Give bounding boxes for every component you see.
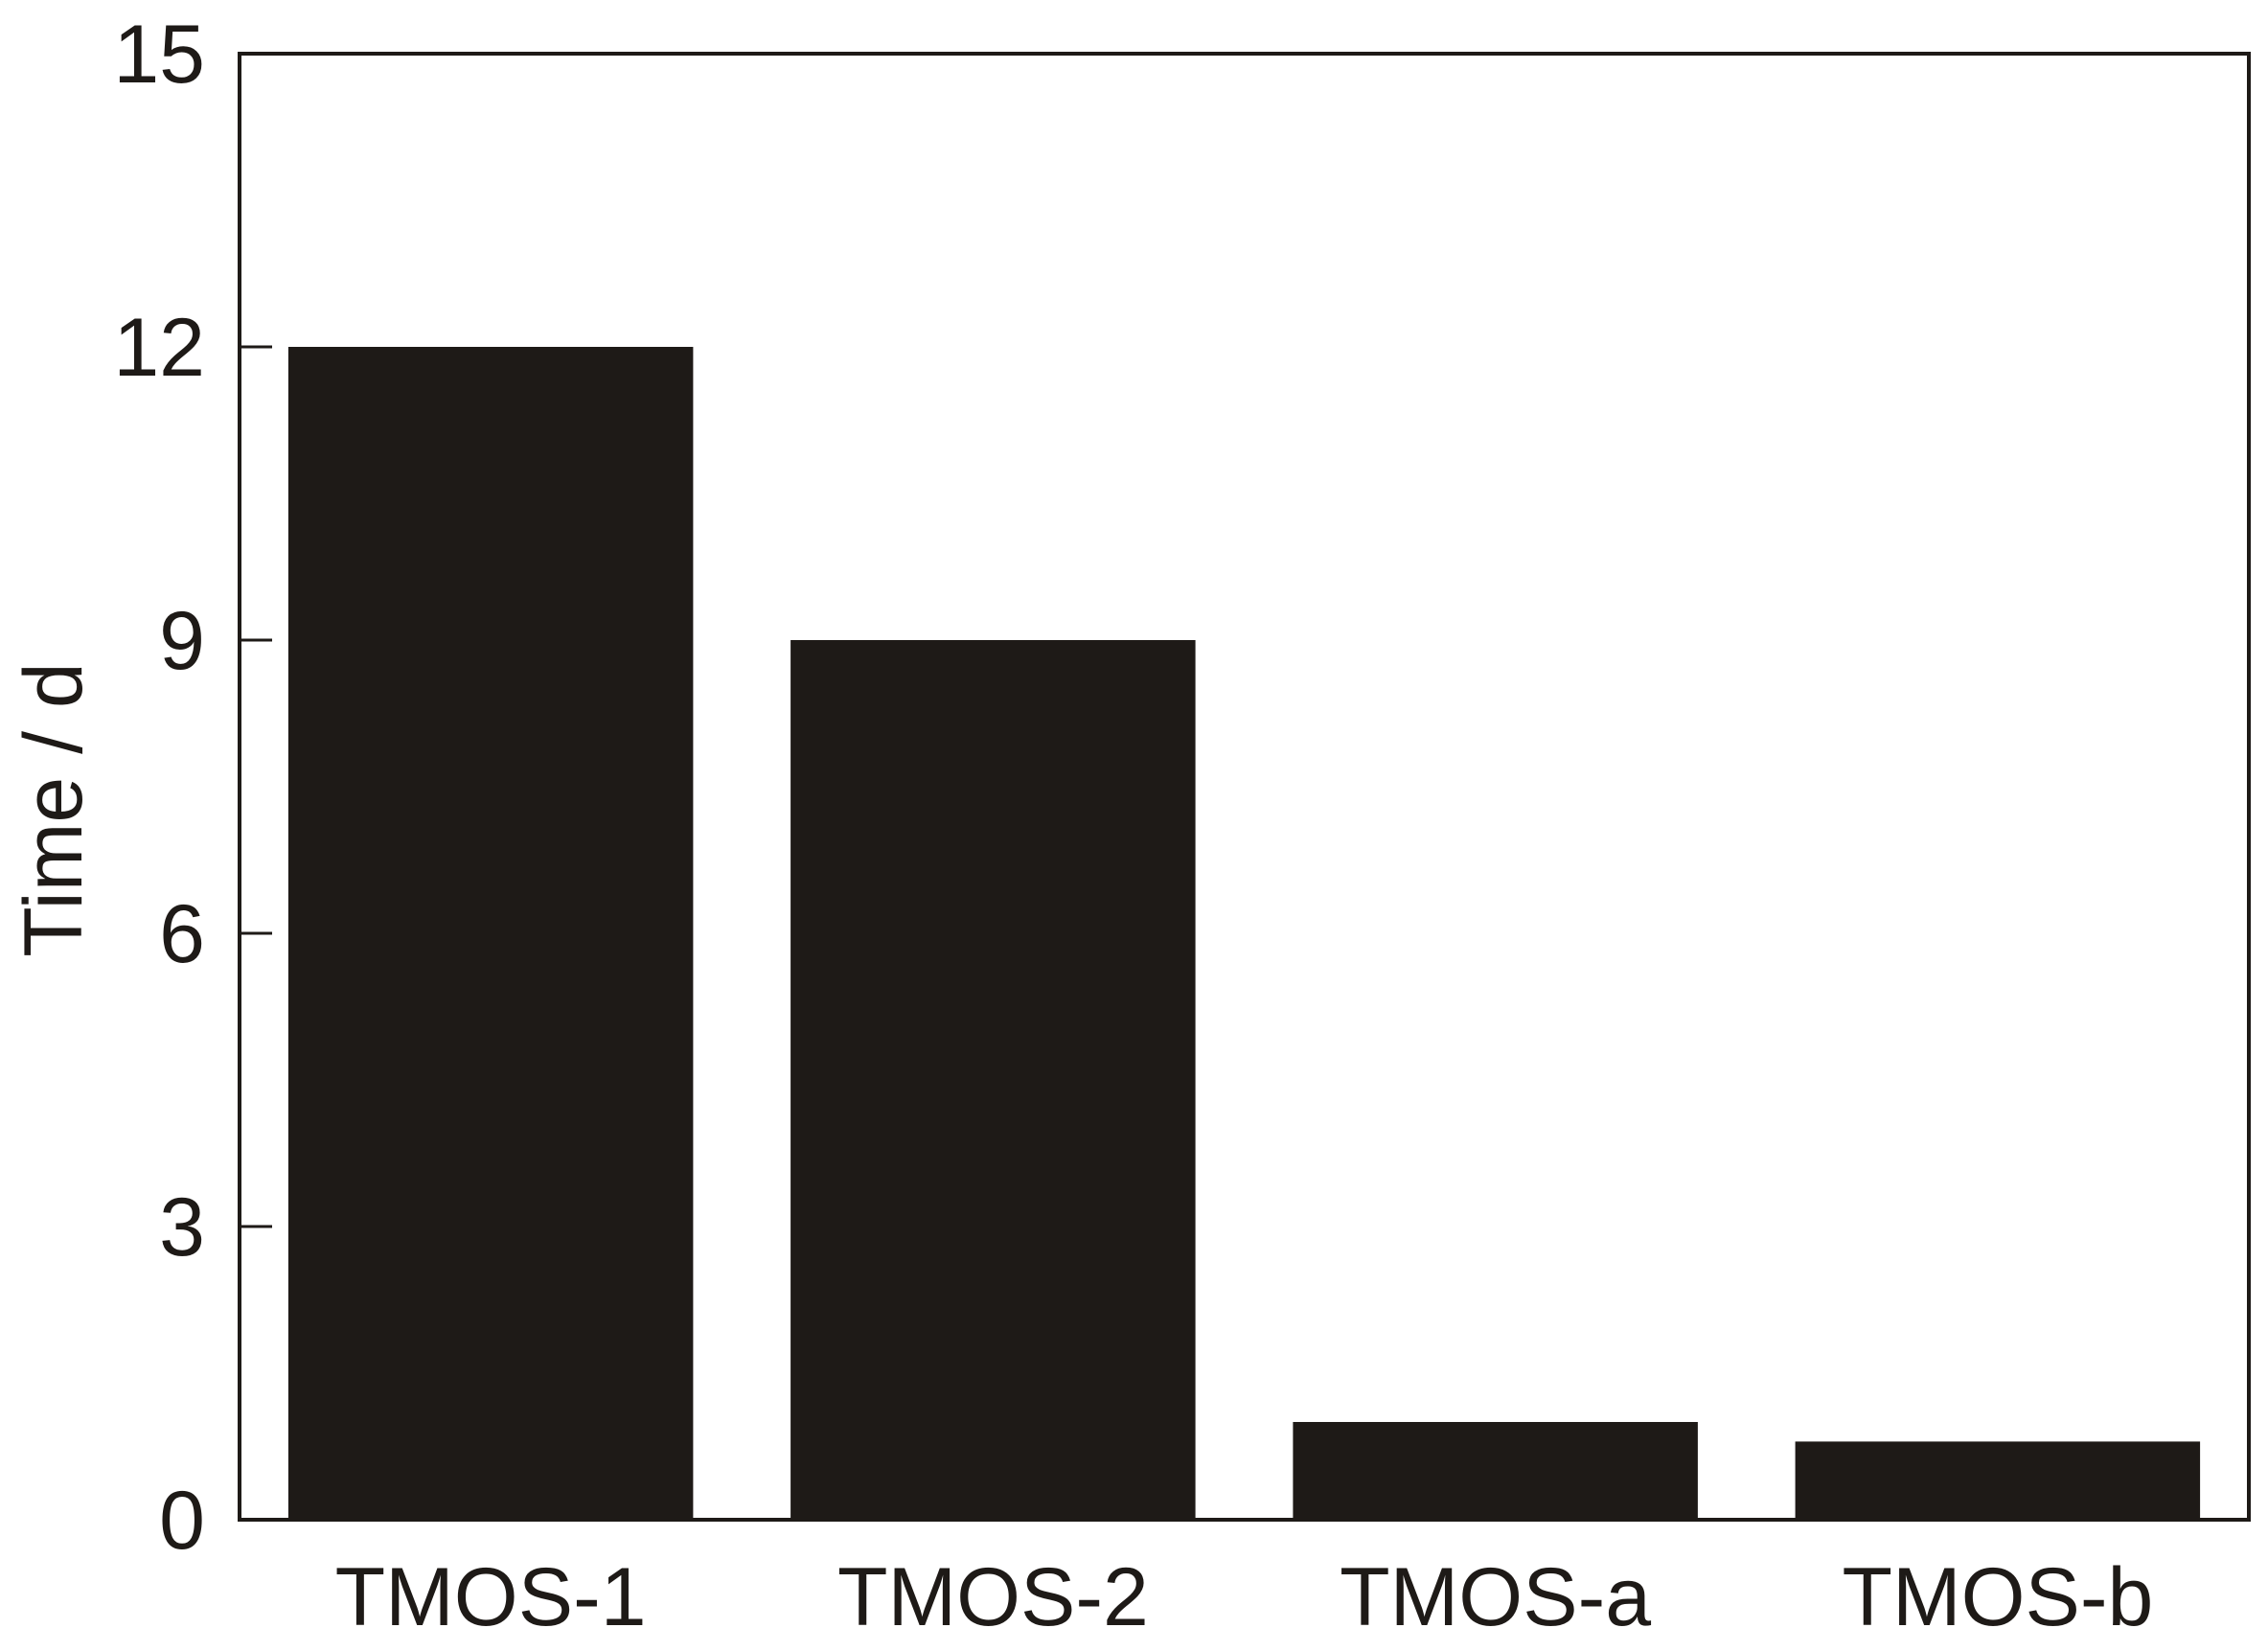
x-tick-label: TMOS-b [1842, 1551, 2153, 1643]
y-axis-title: Time / d [8, 662, 100, 956]
bar-tmos-b [1795, 1441, 2201, 1520]
bar-tmos-a [1293, 1422, 1698, 1520]
y-tick-label: 3 [159, 1181, 205, 1273]
bars-group [287, 347, 2201, 1520]
x-tick-label: TMOS-2 [837, 1551, 1149, 1643]
bar-tmos-1 [287, 347, 694, 1520]
x-tick-label: TMOS-a [1340, 1551, 1651, 1643]
y-tick-label: 6 [159, 888, 205, 980]
bar-tmos-2 [790, 640, 1196, 1520]
y-tick-label: 12 [113, 302, 205, 394]
y-tick-label: 15 [113, 9, 205, 101]
y-tick-label: 0 [159, 1475, 205, 1567]
plot-frame [238, 52, 2251, 1522]
y-axis-ticks: 0 3 6 9 12 15 [113, 9, 272, 1567]
x-axis-ticks: TMOS-1 TMOS-2 TMOS-a TMOS-b [335, 1551, 2154, 1643]
y-tick-label: 9 [159, 595, 205, 687]
x-tick-label: TMOS-1 [335, 1551, 647, 1643]
